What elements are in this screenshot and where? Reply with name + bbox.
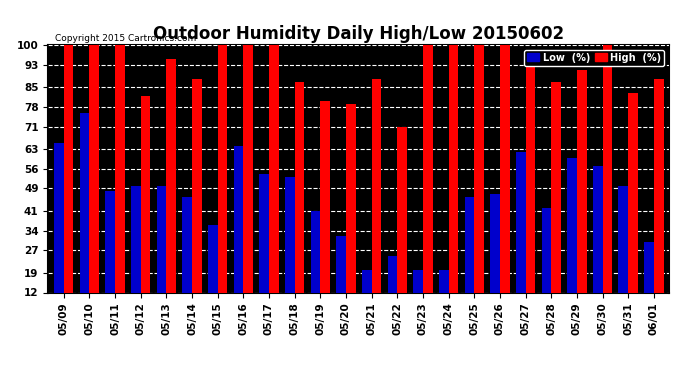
Bar [63,45,73,326]
Bar [644,242,654,326]
Bar [628,93,638,326]
Bar [542,208,551,326]
Bar [234,146,244,326]
Bar [310,211,320,326]
Title: Outdoor Humidity Daily High/Low 20150602: Outdoor Humidity Daily High/Low 20150602 [153,26,564,44]
Bar [182,197,192,326]
Bar [192,79,201,326]
Bar [285,177,295,326]
Bar [259,174,269,326]
Bar [320,101,330,326]
Bar [362,270,372,326]
Bar [115,45,125,326]
Bar [413,270,423,326]
Bar [244,45,253,326]
Bar [157,186,166,326]
Bar [166,59,176,326]
Bar [654,79,664,326]
Bar [54,144,63,326]
Bar [131,186,141,326]
Bar [526,51,535,326]
Bar [336,236,346,326]
Bar [577,70,586,326]
Text: Copyright 2015 Cartronics.com: Copyright 2015 Cartronics.com [55,33,196,42]
Bar [516,152,526,326]
Bar [593,166,602,326]
Bar [423,45,433,326]
Bar [448,45,458,326]
Bar [500,45,510,326]
Bar [439,270,449,326]
Bar [346,104,356,326]
Legend: Low  (%), High  (%): Low (%), High (%) [524,50,664,66]
Bar [217,45,228,326]
Bar [90,45,99,326]
Bar [295,82,304,326]
Bar [567,158,577,326]
Bar [106,191,115,326]
Bar [474,45,484,326]
Bar [618,186,628,326]
Bar [397,127,407,326]
Bar [551,82,561,326]
Bar [602,45,612,326]
Bar [490,194,500,326]
Bar [79,112,90,326]
Bar [464,197,474,326]
Bar [388,256,397,326]
Bar [141,96,150,326]
Bar [208,225,217,326]
Bar [372,79,382,326]
Bar [269,45,279,326]
